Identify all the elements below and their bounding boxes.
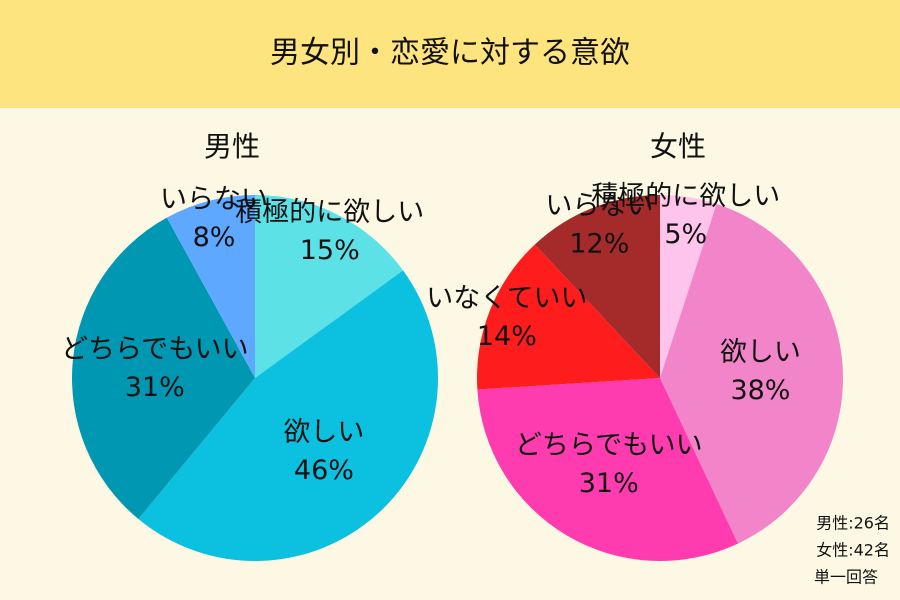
slice-value-label: 8%: [193, 222, 236, 253]
slice-label: 積極的に欲しい: [591, 181, 780, 212]
slice-value-label: 46%: [294, 455, 354, 486]
pie-slice: [138, 270, 438, 561]
slice-value-label: 31%: [125, 372, 185, 403]
slice-label: どちらでもいい: [61, 334, 249, 365]
note: 単一回答: [814, 568, 878, 587]
pie-slice: [166, 195, 255, 378]
slice-label: いなくていい: [426, 283, 587, 314]
pie-slice: [534, 195, 660, 378]
note: 女性:42名: [816, 541, 890, 560]
pie-slice: [660, 203, 844, 544]
pie-slice: [255, 195, 404, 378]
slice-label: 積極的に欲しい: [235, 197, 424, 228]
slice-value-label: 31%: [579, 468, 639, 499]
slice-value-label: 12%: [569, 228, 629, 259]
pie-slice: [477, 378, 738, 561]
slice-value-label: 38%: [730, 375, 790, 406]
note: 男性:26名: [816, 514, 890, 533]
pie-slice: [72, 217, 256, 520]
slice-value-label: 14%: [477, 321, 537, 352]
pie-slice: [660, 195, 717, 378]
pie-slice: [477, 244, 660, 390]
slice-label: どちらでもいい: [515, 430, 703, 461]
slice-label: 欲しい: [720, 337, 801, 368]
pie-title: 男性: [204, 130, 260, 163]
slice-value-label: 5%: [664, 219, 707, 250]
slice-label: 欲しい: [283, 417, 364, 448]
slice-value-label: 15%: [300, 235, 360, 266]
chart-title: 男女別・恋愛に対する意欲: [270, 36, 630, 71]
pie-title: 女性: [650, 130, 706, 163]
slice-label: いらない: [545, 190, 653, 221]
title-band: [0, 0, 900, 108]
slice-label: いらない: [160, 184, 268, 215]
